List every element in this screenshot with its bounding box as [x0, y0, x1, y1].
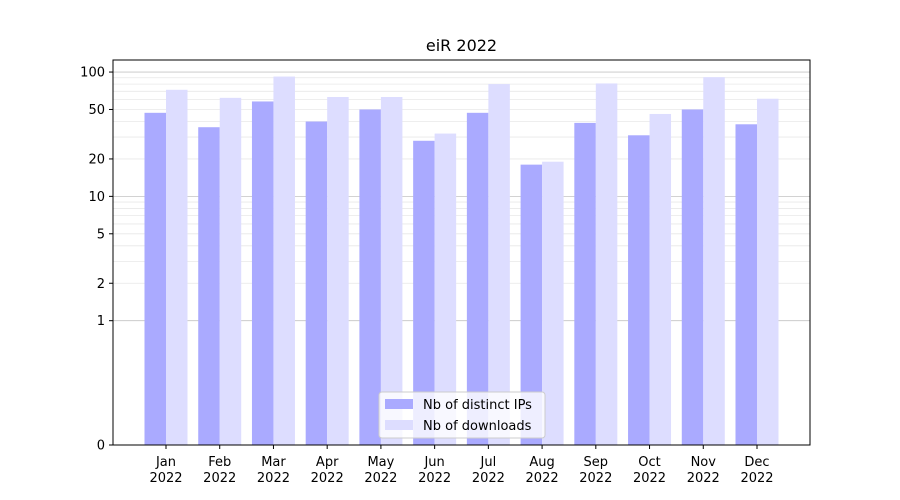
x-tick-label-year: 2022	[149, 471, 182, 486]
x-tick-label-year: 2022	[418, 471, 451, 486]
bar-distinct-ips	[520, 164, 543, 445]
x-tick-label-year: 2022	[311, 471, 344, 486]
x-tick-label-month: Apr	[316, 455, 339, 470]
y-tick-label: 20	[88, 152, 105, 167]
bar-distinct-ips	[413, 140, 435, 445]
bar-distinct-ips	[681, 109, 704, 446]
bar-distinct-ips	[144, 112, 166, 445]
bar-downloads	[542, 161, 564, 446]
x-tick-label-month: Dec	[744, 455, 769, 470]
x-tick-label-year: 2022	[257, 471, 290, 486]
x-tick-label-year: 2022	[472, 471, 505, 486]
x-tick-label-month: Sep	[584, 455, 609, 470]
bar-distinct-ips	[305, 121, 328, 446]
y-axis: 0 1 2 5 10 20 50 100	[80, 66, 113, 454]
bar-distinct-ips	[251, 101, 274, 445]
bar-distinct-ips	[574, 122, 596, 445]
chart-title: eiR 2022	[426, 36, 497, 55]
bar-downloads	[703, 77, 725, 446]
bar-downloads	[327, 96, 349, 446]
legend-label-distinct-ips: Nb of distinct IPs	[423, 398, 532, 413]
x-tick-label-month: Jan	[155, 455, 176, 470]
x-tick-label-month: Jul	[480, 455, 497, 470]
x-tick-label-month: Aug	[529, 455, 554, 470]
x-tick-label-month: Oct	[638, 455, 660, 470]
legend-label-downloads: Nb of downloads	[423, 419, 532, 434]
x-tick-label-year: 2022	[203, 471, 236, 486]
bar-distinct-ips	[198, 127, 220, 445]
legend-swatch-downloads	[385, 420, 413, 430]
legend-swatch-distinct-ips	[385, 399, 413, 409]
bar-downloads	[434, 133, 457, 445]
bar-downloads	[219, 97, 242, 446]
y-tick-label: 0	[97, 439, 105, 454]
bar-downloads	[273, 76, 295, 446]
bar-downloads	[380, 96, 403, 446]
y-tick-label: 100	[80, 66, 105, 81]
bar-downloads	[757, 98, 779, 445]
bar-distinct-ips	[628, 135, 650, 446]
bar-downloads	[649, 113, 672, 445]
bar-downloads	[595, 83, 618, 446]
y-tick-label: 2	[97, 277, 105, 292]
bars	[144, 76, 779, 446]
bar-distinct-ips	[466, 112, 489, 445]
x-tick-label-year: 2022	[740, 471, 773, 486]
bar-distinct-ips	[359, 109, 381, 446]
x-axis: Jan2022Feb2022Mar2022Apr2022May2022Jun20…	[149, 445, 774, 486]
x-tick-label-month: Jun	[423, 455, 444, 470]
legend: Nb of distinct IPs Nb of downloads	[378, 391, 546, 439]
x-tick-label-year: 2022	[526, 471, 559, 486]
y-tick-label: 10	[88, 190, 105, 205]
bar-downloads	[488, 84, 510, 445]
y-tick-label: 1	[97, 314, 105, 329]
x-tick-label-month: Nov	[691, 455, 717, 470]
y-tick-label: 50	[88, 103, 105, 118]
x-tick-label-month: May	[367, 455, 394, 470]
bar-distinct-ips	[735, 124, 757, 445]
plot-frame	[112, 59, 811, 446]
x-tick-label-year: 2022	[633, 471, 666, 486]
x-tick-label-month: Mar	[261, 455, 286, 470]
y-tick-label: 5	[97, 227, 105, 242]
bar-downloads	[166, 89, 188, 446]
x-tick-label-year: 2022	[687, 471, 720, 486]
x-tick-label-year: 2022	[579, 471, 612, 486]
x-tick-label-month: Feb	[208, 455, 231, 470]
x-tick-label-year: 2022	[364, 471, 397, 486]
legend-box	[378, 391, 546, 439]
